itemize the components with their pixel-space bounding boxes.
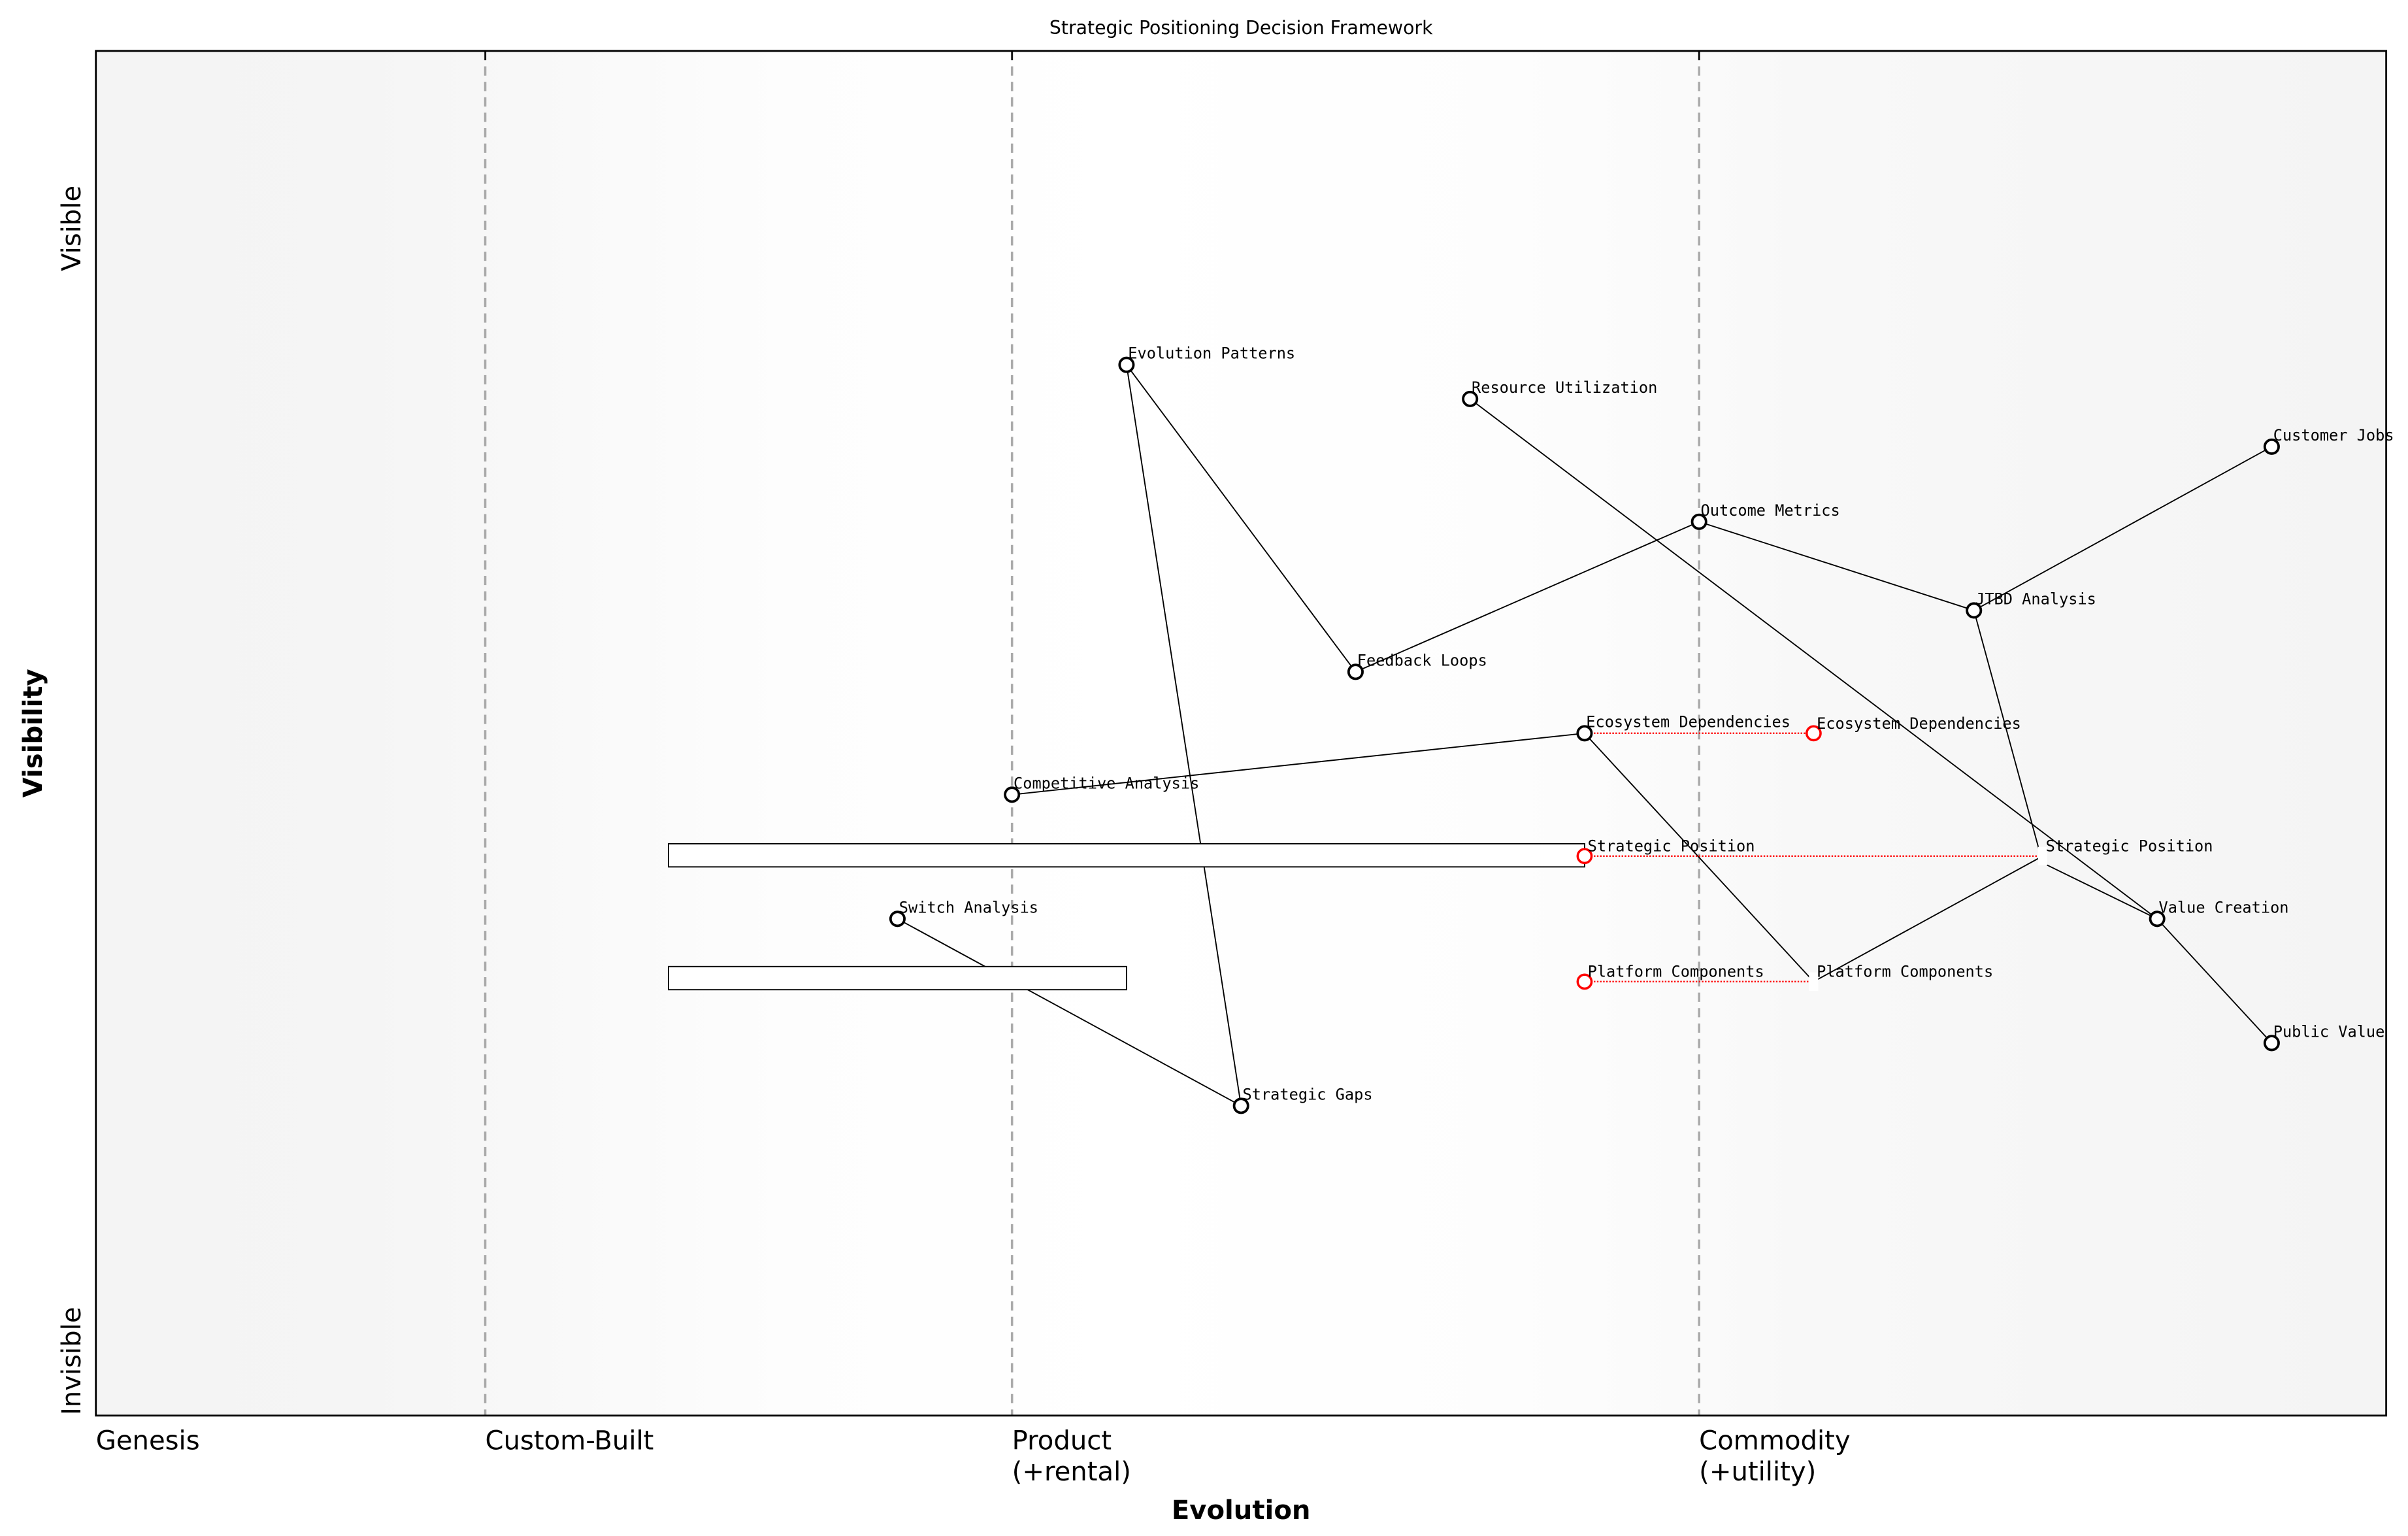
component-label: Switch Analysis xyxy=(899,898,1038,916)
stage-label: (+rental) xyxy=(1012,1457,1131,1487)
component-point xyxy=(1347,663,1364,680)
dependency-link xyxy=(2042,862,2158,920)
component-point xyxy=(1232,1097,1249,1114)
component-label: Ecosystem Dependencies xyxy=(1586,712,1790,731)
stage-label: Genesis xyxy=(96,1426,200,1456)
evolved-component-marker xyxy=(1806,725,1822,742)
stage-label: Commodity xyxy=(1699,1426,1850,1456)
component-label: Outcome Metrics xyxy=(1701,501,1840,520)
component-point xyxy=(2263,1035,2280,1052)
component-point xyxy=(2263,438,2280,455)
component-label: Evolution Patterns xyxy=(1128,344,1295,363)
evolving-component-label: Strategic Position xyxy=(1588,837,1755,856)
component-label: Public Value xyxy=(2273,1022,2385,1041)
chart-title: Strategic Positioning Decision Framework xyxy=(1049,17,1433,39)
y-axis-label: Visibility xyxy=(18,669,48,797)
component-label: Competitive Analysis xyxy=(1014,774,1199,792)
dependency-link xyxy=(1973,610,2043,863)
plot-background xyxy=(95,50,2386,1416)
evolution-markers: Ecosystem Dependencies Strategic Position… xyxy=(1576,714,2213,992)
evolving-component-marker xyxy=(1576,973,1593,990)
component-point xyxy=(1691,513,1707,530)
component-point xyxy=(2149,910,2166,927)
dependency-link xyxy=(897,918,1242,1107)
stage-label: Product xyxy=(1012,1426,1112,1456)
visibility-label: Invisible xyxy=(57,1307,87,1415)
evolved-component-marker xyxy=(1809,972,1819,992)
stage-labels: Genesis Custom-Built Product(+rental) Commo… xyxy=(96,1426,1851,1487)
component-point xyxy=(889,910,906,927)
evolved-component-marker xyxy=(2037,846,2047,865)
dependency-link xyxy=(1698,521,1975,611)
evolved-component-label: Platform Components xyxy=(1817,963,1993,981)
component-point xyxy=(1462,390,1479,407)
dependency-link xyxy=(1973,446,2272,611)
dependency-links xyxy=(897,364,2273,1107)
inertia-bars xyxy=(668,843,1585,991)
dependency-link xyxy=(1584,733,1815,982)
dependency-link xyxy=(1470,398,2158,920)
evolving-component-marker xyxy=(1576,848,1593,865)
visibility-label: Visible xyxy=(57,186,87,271)
dependency-link xyxy=(1012,732,1585,795)
component-label: Resource Utilization xyxy=(1472,378,1657,397)
component-point xyxy=(1966,602,1983,619)
component-label: JTBD Analysis xyxy=(1975,590,2096,609)
component-points: Evolution Patterns Resource Utilization Cu… xyxy=(889,344,2394,1114)
evolved-component-label: Strategic Position xyxy=(2046,837,2213,856)
x-axis-label: Evolution xyxy=(1172,1495,1311,1526)
component-label: Value Creation xyxy=(2159,898,2289,916)
visibility-labels: Visible Invisible xyxy=(57,186,87,1415)
evolved-component-label: Ecosystem Dependencies xyxy=(1817,714,2021,733)
component-label: Feedback Loops xyxy=(1357,651,1487,669)
evolving-component-label: Platform Components xyxy=(1588,963,1764,981)
plot-frame xyxy=(95,50,2388,1417)
stage-label: Custom-Built xyxy=(486,1426,654,1456)
component-label: Customer Jobs xyxy=(2273,426,2394,444)
inertia-bar xyxy=(668,965,1127,991)
dependency-link xyxy=(1813,855,2043,982)
inertia-bar xyxy=(668,843,1585,868)
dependency-link xyxy=(1126,364,1357,673)
dependency-link xyxy=(1355,521,1700,673)
stage-label: (+utility) xyxy=(1699,1457,1816,1487)
component-label: Strategic Gaps xyxy=(1243,1085,1373,1103)
dependency-link xyxy=(1126,364,1242,1106)
component-point xyxy=(1004,786,1021,803)
component-point xyxy=(1118,356,1135,373)
component-point xyxy=(1576,725,1593,742)
dependency-link xyxy=(2156,918,2273,1044)
